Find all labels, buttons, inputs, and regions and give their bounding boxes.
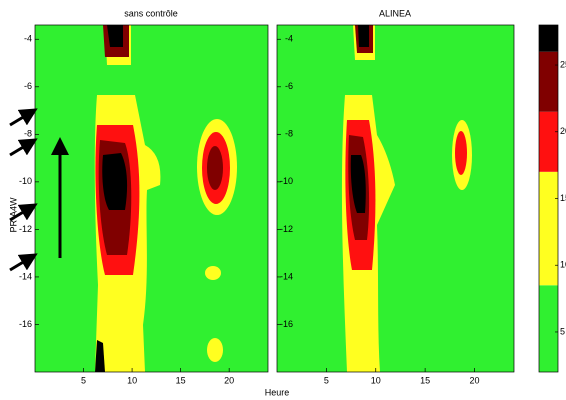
x-tick-label: 5 xyxy=(324,375,329,385)
arrow xyxy=(9,203,38,222)
colorbar-band xyxy=(539,25,558,52)
y-tick-label: -16 xyxy=(19,319,32,329)
x-axis-label: Heure xyxy=(265,387,290,397)
y-tick-label: -14 xyxy=(280,271,293,281)
region xyxy=(207,338,223,362)
arrow xyxy=(9,108,38,127)
x-tick-label: 15 xyxy=(176,375,186,385)
colorbar-band xyxy=(539,171,558,286)
y-tick-label: -6 xyxy=(24,81,32,91)
y-tick-label: -8 xyxy=(24,129,32,139)
y-tick-label: -12 xyxy=(19,224,32,234)
region xyxy=(205,266,221,280)
y-axis-label: PR-A4W xyxy=(8,197,18,233)
plot-frame xyxy=(276,24,515,373)
region xyxy=(102,153,128,210)
background xyxy=(277,25,514,372)
y-tick-label: -6 xyxy=(285,81,293,91)
x-tick-label: 20 xyxy=(469,375,479,385)
x-tick-label: 15 xyxy=(420,375,430,385)
colorbar-tick-label: 20 xyxy=(560,126,566,136)
arrow xyxy=(9,138,38,157)
x-tick-label: 10 xyxy=(371,375,381,385)
y-tick-label: -10 xyxy=(280,176,293,186)
panel xyxy=(277,25,514,372)
colorbar-band xyxy=(539,111,558,172)
colorbar-tick-label: 25 xyxy=(560,59,566,69)
background xyxy=(35,25,268,372)
panel-title: ALINEA xyxy=(379,8,411,18)
region xyxy=(95,340,105,372)
region xyxy=(358,25,369,47)
x-tick-label: 10 xyxy=(127,375,137,385)
x-tick-label: 20 xyxy=(224,375,234,385)
y-tick-label: -16 xyxy=(280,319,293,329)
colorbar-tick-label: 15 xyxy=(560,193,566,203)
colorbar-band xyxy=(539,285,558,372)
y-tick-label: -8 xyxy=(285,129,293,139)
plot-frame xyxy=(34,24,269,373)
region xyxy=(107,25,123,47)
colorbar-band xyxy=(539,51,558,112)
region xyxy=(455,131,467,175)
y-tick-label: -10 xyxy=(19,176,32,186)
y-tick-label: -12 xyxy=(280,224,293,234)
panel xyxy=(35,25,268,372)
colorbar-tick-label: 10 xyxy=(560,260,566,270)
y-tick-label: -4 xyxy=(24,34,32,44)
region xyxy=(207,146,223,190)
panel-title: sans contrôle xyxy=(124,8,178,18)
region xyxy=(350,155,366,213)
x-tick-label: 5 xyxy=(81,375,86,385)
colorbar-tick-label: 5 xyxy=(560,326,565,336)
y-tick-label: -4 xyxy=(285,34,293,44)
y-tick-label: -14 xyxy=(19,271,32,281)
arrow xyxy=(9,253,38,272)
